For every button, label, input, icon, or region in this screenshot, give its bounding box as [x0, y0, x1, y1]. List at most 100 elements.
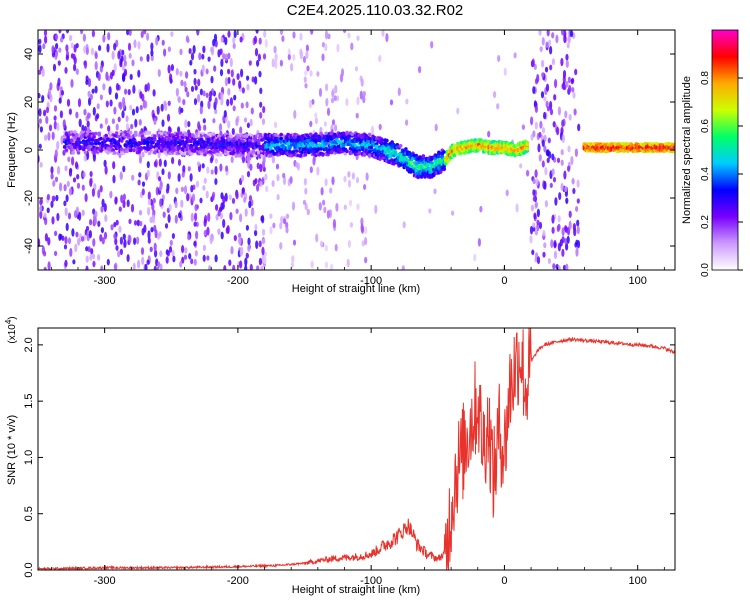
spectrogram-cell: [554, 78, 558, 89]
spectrogram-cell: [108, 86, 112, 96]
spectrogram-cell: [116, 134, 121, 139]
spectrogram-cell: [549, 182, 553, 189]
spectrogram-cell: [87, 145, 91, 149]
spectrogram-cell: [64, 67, 68, 74]
spectrogram-cell: [568, 220, 572, 230]
spectrogram-cell: [175, 87, 179, 97]
spectrogram-cell: [209, 157, 213, 164]
spectrogram-cell: [56, 122, 60, 131]
spectrogram-cell: [87, 90, 91, 98]
spectrogram-cell: [576, 198, 580, 204]
spectrogram-cell: [166, 113, 171, 122]
spectrogram-cell: [147, 130, 152, 135]
spectrogram-cell: [269, 213, 273, 219]
spectrogram-cell: [113, 42, 117, 51]
spectrogram-cell: [547, 258, 552, 264]
spectrogram-cell: [538, 30, 542, 36]
spectrogram-cell: [532, 86, 536, 95]
spectrogram-cell: [107, 32, 111, 41]
spectrogram-cell: [38, 92, 41, 99]
spectrogram-cell: [146, 142, 150, 147]
spectrogram-cell: [202, 118, 206, 124]
snr-frame: [37, 327, 676, 571]
spectrogram-cell: [153, 242, 157, 252]
spectrogram-cell: [434, 123, 438, 132]
spectrogram-cell: [125, 115, 129, 123]
spectrogram-cell: [553, 250, 558, 260]
spectrogram-cell: [153, 265, 157, 270]
spectrogram-cell: [347, 179, 352, 188]
spectrogram-cell: [224, 77, 228, 87]
spectrogram-cell: [256, 162, 260, 170]
spectrogram-cell: [132, 84, 136, 94]
spectrogram-cell: [576, 179, 580, 188]
spectrogram-cell: [272, 222, 276, 229]
spectrogram-cell: [193, 240, 197, 247]
spectrogram-cell: [565, 53, 569, 61]
spectrogram-cell: [442, 150, 446, 154]
spectrogram-cell: [49, 93, 53, 103]
spectrogram-cell: [184, 119, 188, 129]
spectrogram-cell: [246, 75, 250, 81]
spectrogram-cell: [128, 218, 132, 225]
spectrogram-cell: [64, 165, 68, 172]
spectrogram-cell: [219, 163, 223, 172]
spectrogram-cell: [362, 90, 366, 97]
spectrogram-cell: [97, 220, 101, 227]
spectrogram-cell: [531, 58, 535, 68]
spectrogram-cell: [567, 145, 571, 153]
spectrogram-cell: [279, 242, 283, 250]
spectrogram-cell: [175, 68, 179, 76]
spectrogram-cell: [201, 53, 205, 60]
spectrogram-cell: [314, 112, 318, 119]
spectrogram-cell: [182, 98, 186, 106]
spectrogram-cell: [355, 112, 359, 119]
spectrogram-cell: [168, 246, 173, 253]
spectrogram-cell: [109, 190, 113, 199]
spectrogram-cell: [532, 178, 536, 185]
spectrogram-cell: [324, 30, 329, 40]
spectrogram-cell: [529, 225, 534, 235]
spectrogram-cell: [205, 68, 209, 75]
spectrogram-cell: [324, 147, 329, 151]
spectrogram-cell: [556, 126, 560, 136]
spectrogram-cell: [87, 78, 92, 88]
spectrogram-cell: [267, 143, 271, 147]
spectrogram-cell: [47, 261, 51, 270]
spectrogram-cell: [407, 150, 412, 155]
spectrogram-cell: [179, 70, 183, 77]
spectrogram-cell: [123, 238, 127, 248]
spectrogram-cell: [555, 34, 559, 44]
spectrogram-cell: [104, 133, 108, 138]
spectrogram-cell: [180, 79, 184, 87]
spectrogram-cell: [557, 106, 562, 116]
spectrogram-cell: [228, 194, 232, 201]
spectrogram-cell: [269, 145, 273, 150]
spectrogram-cell: [452, 153, 457, 157]
spectrogram-cell: [86, 112, 90, 120]
spectrogram-cell: [89, 171, 93, 177]
spectrogram-cell: [172, 255, 176, 263]
spectrogram-cell: [552, 176, 557, 183]
spectrogram-cell: [125, 149, 129, 153]
spectrogram-cell: [309, 120, 313, 128]
spectrogram-cell: [195, 230, 199, 240]
spectrogram-cell: [56, 212, 60, 222]
spectrogram-cell: [94, 131, 98, 136]
spectrogram-cell: [254, 229, 258, 237]
spectrogram-cell: [253, 35, 258, 45]
spectrogram-cell: [521, 124, 526, 130]
spectrogram-cell: [138, 119, 142, 126]
spectrogram-cell: [343, 30, 347, 34]
spectrogram-cell: [187, 233, 191, 241]
spectrogram-cell: [316, 166, 320, 176]
spectrogram-cell: [541, 59, 545, 68]
spectrogram-cell: [244, 257, 248, 267]
spectrogram-cell: [274, 133, 278, 137]
spectrogram-cell: [76, 173, 80, 180]
spectrogram-cell: [159, 250, 163, 258]
spectrogram-cell: [207, 212, 211, 222]
spectrogram-cell: [38, 118, 43, 124]
spectrogram-cell: [233, 94, 237, 101]
spectrogram-cell: [259, 101, 263, 108]
